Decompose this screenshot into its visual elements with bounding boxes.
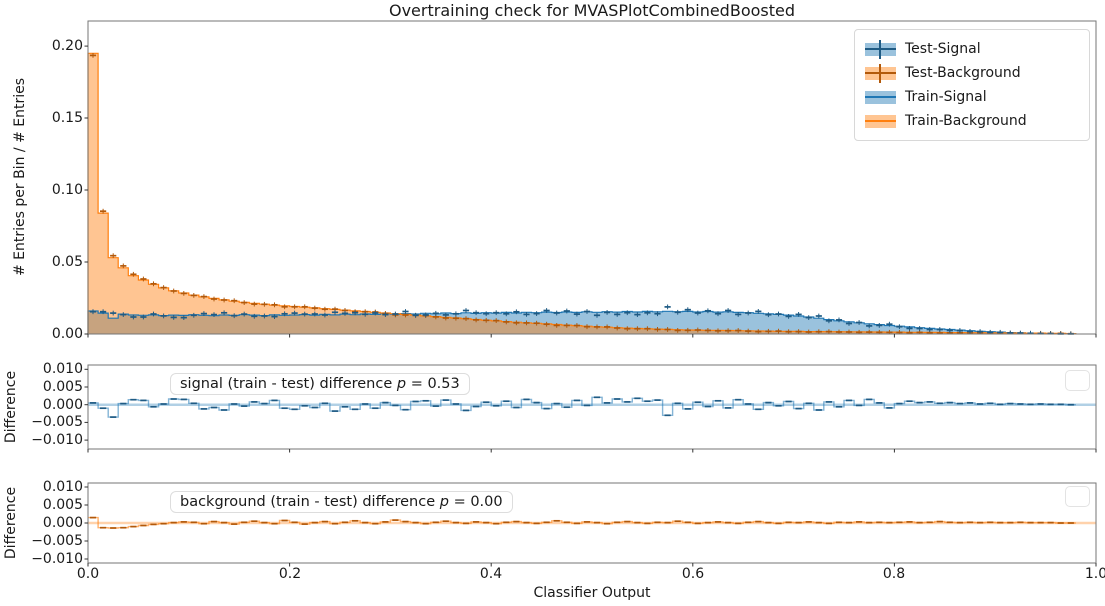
legend-item-train-background: Train-Background [865, 109, 1079, 133]
xtick-06: 0.6 [681, 566, 705, 582]
main-ytick-015: 0.15 [51, 110, 83, 126]
sigdiff-ytick-0: 0.000 [42, 397, 83, 413]
figure-title: Overtraining check for MVASPlotCombinedB… [388, 1, 796, 20]
legend-label: Train-Background [905, 113, 1027, 129]
bkgdiff-ytick-m005: −0.005 [31, 533, 83, 549]
main-ytick-005: 0.05 [51, 254, 83, 270]
xtick-08: 0.8 [882, 566, 906, 582]
sigdiff-ytick-p005: 0.005 [42, 379, 83, 395]
xtick-10: 1.0 [1084, 566, 1105, 582]
bkgdiff-ytick-p010: 0.010 [42, 479, 83, 495]
empty-legend-box [1065, 486, 1090, 507]
empty-legend-box [1065, 370, 1090, 391]
test-signal-swatch-icon [865, 39, 896, 59]
main-ylabel: # Entries per Bin / # Entries [12, 77, 28, 277]
xaxis-label: Classifier Output [533, 585, 651, 601]
bkgdiff-ytick-0: 0.000 [42, 515, 83, 531]
bkgdiff-ytick-p005: 0.005 [42, 497, 83, 513]
legend-label: Test-Signal [905, 41, 981, 57]
train-background-swatch-icon [865, 114, 896, 128]
legend-item-test-signal: Test-Signal [865, 37, 1079, 61]
sigdiff-ylabel: Difference [3, 370, 19, 444]
sigdiff-ytick-p010: 0.010 [42, 361, 83, 377]
legend-item-train-signal: Train-Signal [865, 85, 1079, 109]
sigdiff-annotation: signal (train - test) difference p = 0.5… [170, 373, 470, 395]
legend: Test-Signal Test-Background Train-Signal… [854, 29, 1090, 141]
xtick-02: 0.2 [278, 566, 302, 582]
bkgdiff-ytick-m010: −0.010 [31, 551, 83, 567]
bkgdiff-annotation: background (train - test) difference p =… [170, 491, 513, 513]
legend-label: Test-Background [905, 65, 1021, 81]
sigdiff-ytick-m005: −0.005 [31, 414, 83, 430]
xtick-04: 0.4 [479, 566, 503, 582]
xtick-00: 0.0 [76, 566, 100, 582]
test-background-swatch-icon [865, 63, 896, 83]
legend-item-test-background: Test-Background [865, 61, 1079, 85]
sigdiff-ytick-m010: −0.010 [31, 432, 83, 448]
main-ytick-010: 0.10 [51, 182, 83, 198]
main-ytick-020: 0.20 [51, 38, 83, 54]
train-signal-swatch-icon [865, 90, 896, 104]
bkgdiff-ylabel: Difference [3, 486, 19, 560]
main-ytick-000: 0.00 [51, 326, 83, 342]
legend-label: Train-Signal [905, 89, 987, 105]
